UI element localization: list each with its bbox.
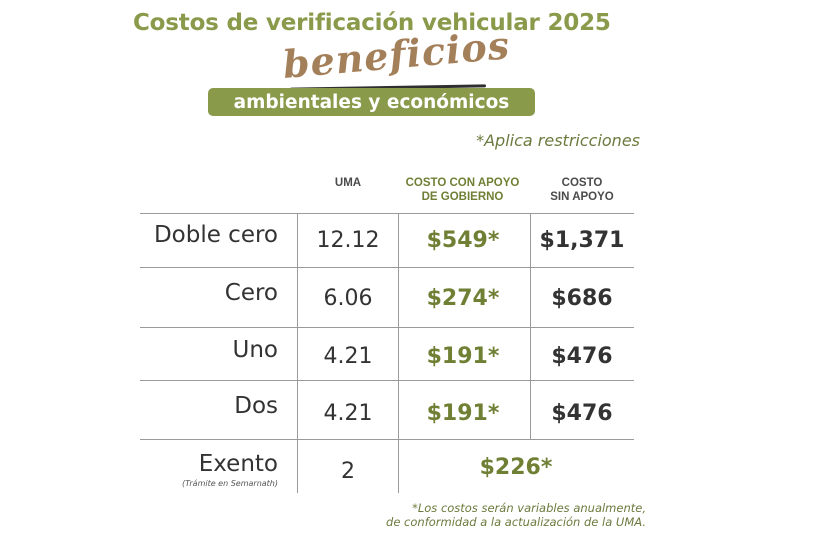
- cost-without-support: $1,371: [539, 228, 625, 253]
- column-divider: [530, 213, 531, 439]
- exento-cost: $226*: [479, 455, 553, 480]
- col-header-apoyo: COSTO CON APOYO DE GOBIERNO: [390, 176, 535, 204]
- row-label-doble-cero: Doble cero: [153, 222, 278, 248]
- uma-value: 4.21: [323, 344, 373, 369]
- row-label-uno: Uno: [232, 337, 278, 363]
- col-header-apoyo-line1: COSTO CON APOYO: [405, 177, 520, 189]
- uma-value: 6.06: [323, 286, 373, 311]
- footnote: *Los costos serán variables anualmente, …: [386, 501, 646, 529]
- cost-with-support: $191*: [426, 344, 500, 369]
- row-label-cero: Cero: [224, 280, 278, 306]
- table-divider: [140, 327, 634, 328]
- cost-with-support: $274*: [426, 286, 500, 311]
- page-title: Costos de verificación vehicular 2025: [133, 10, 611, 36]
- table-divider: [140, 380, 634, 381]
- row-sublabel-exento: (Trámite en Semarnath): [181, 479, 278, 488]
- col-header-sin: COSTO SIN APOYO: [530, 176, 634, 204]
- uma-value: 4.21: [323, 401, 373, 426]
- col-header-apoyo-line2: DE GOBIERNO: [421, 191, 504, 203]
- cost-without-support: $476: [551, 401, 613, 426]
- column-divider: [297, 213, 298, 493]
- uma-value: 12.12: [316, 228, 380, 253]
- cost-with-support: $549*: [426, 228, 500, 253]
- col-header-uma-text: UMA: [334, 177, 362, 189]
- uma-value: 2: [341, 459, 355, 484]
- col-header-sin-line2: SIN APOYO: [550, 191, 614, 203]
- table-divider: [140, 439, 634, 440]
- col-header-uma: UMA: [298, 176, 398, 190]
- cost-without-support: $686: [551, 286, 613, 311]
- cost-without-support: $476: [551, 344, 613, 369]
- table-divider: [140, 213, 634, 214]
- footnote-line2: de conformidad a la actualización de la …: [386, 515, 646, 529]
- footnote-line1: *Los costos serán variables anualmente,: [412, 501, 646, 515]
- row-label-exento: Exento: [198, 451, 278, 477]
- cost-with-support: $191*: [426, 401, 500, 426]
- column-divider: [398, 213, 399, 493]
- restrictions-note: *Aplica restricciones: [476, 131, 640, 150]
- subtitle-pill: ambientales y económicos: [208, 88, 535, 116]
- row-label-dos: Dos: [234, 393, 278, 419]
- col-header-sin-line1: COSTO: [561, 177, 603, 189]
- table-divider: [140, 267, 634, 268]
